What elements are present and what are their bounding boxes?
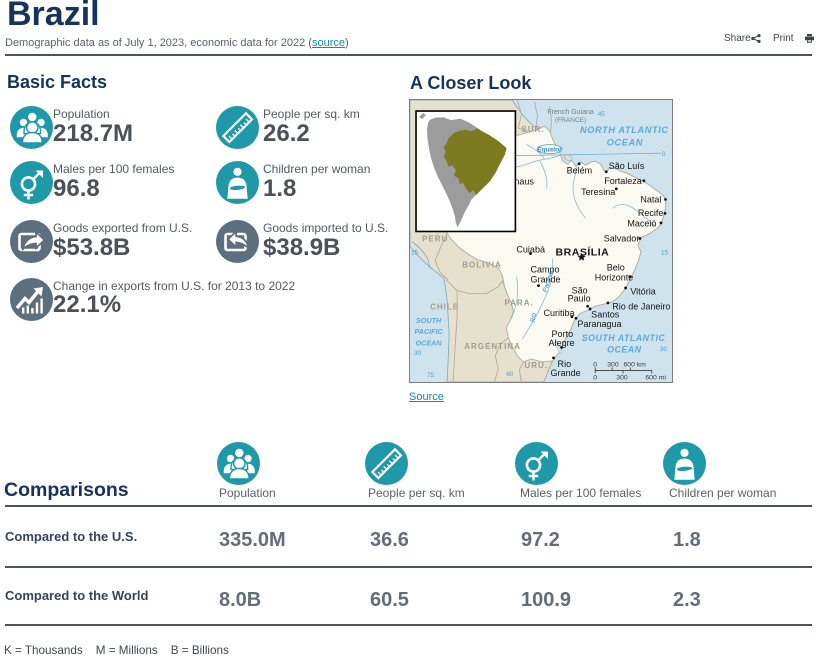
svg-text:ARGENTINA: ARGENTINA xyxy=(464,342,521,351)
svg-text:OCEAN: OCEAN xyxy=(416,338,443,347)
svg-text:SOUTH: SOUTH xyxy=(416,316,442,325)
svg-text:30: 30 xyxy=(414,350,422,357)
svg-text:Belém: Belém xyxy=(567,165,593,175)
svg-text:0: 0 xyxy=(662,151,666,158)
svg-text:Curitiba: Curitiba xyxy=(544,308,576,318)
svg-text:Horizonte: Horizonte xyxy=(595,273,634,283)
svg-text:Salvador: Salvador xyxy=(604,234,640,244)
svg-text:(FRANCE): (FRANCE) xyxy=(555,117,586,124)
svg-text:Maceió: Maceió xyxy=(627,218,656,228)
svg-text:Vitória: Vitória xyxy=(630,287,656,297)
svg-text:Equator: Equator xyxy=(537,147,562,154)
svg-text:French Guiana: French Guiana xyxy=(547,109,594,116)
svg-text:Grande: Grande xyxy=(530,275,560,285)
svg-text:OCEAN: OCEAN xyxy=(607,344,642,354)
svg-text:BOLIVIA: BOLIVIA xyxy=(462,261,502,270)
svg-text:PARA.: PARA. xyxy=(504,299,533,308)
svg-text:600 km: 600 km xyxy=(624,361,647,368)
svg-text:PACIFIC: PACIFIC xyxy=(414,327,443,336)
svg-text:0: 0 xyxy=(593,374,597,381)
svg-text:Rio: Rio xyxy=(530,312,539,323)
svg-text:BRASÍLIA: BRASÍLIA xyxy=(556,246,610,259)
svg-text:0: 0 xyxy=(593,361,597,368)
svg-text:OCEAN: OCEAN xyxy=(607,138,643,148)
svg-text:Teresina: Teresina xyxy=(581,187,616,197)
svg-text:45: 45 xyxy=(598,111,606,118)
svg-text:PERU: PERU xyxy=(422,235,448,244)
svg-text:60: 60 xyxy=(506,371,514,378)
svg-text:Paranagua: Paranagua xyxy=(577,319,622,329)
svg-text:30: 30 xyxy=(660,346,668,353)
svg-text:600 mi: 600 mi xyxy=(645,374,666,381)
svg-text:Alegre: Alegre xyxy=(549,338,575,348)
svg-text:15: 15 xyxy=(411,250,419,257)
svg-text:anaus: anaus xyxy=(509,176,534,186)
svg-text:URU.: URU. xyxy=(524,361,548,370)
svg-text:SUR.: SUR. xyxy=(521,125,544,134)
svg-text:Campo: Campo xyxy=(530,265,559,275)
svg-text:Grande: Grande xyxy=(551,368,581,378)
svg-text:Rio: Rio xyxy=(558,359,572,369)
svg-text:Porto: Porto xyxy=(552,329,574,339)
svg-text:Paulo: Paulo xyxy=(568,294,591,304)
svg-text:300: 300 xyxy=(616,374,628,381)
svg-text:300: 300 xyxy=(607,361,619,368)
svg-text:Recife: Recife xyxy=(638,208,664,218)
svg-text:São Luís: São Luís xyxy=(609,161,645,171)
svg-text:Natal: Natal xyxy=(640,194,661,204)
svg-text:Fortaleza: Fortaleza xyxy=(604,176,643,186)
svg-text:Cuiabá: Cuiabá xyxy=(516,245,546,255)
svg-text:SOUTH ATLANTIC: SOUTH ATLANTIC xyxy=(582,333,666,343)
svg-text:15: 15 xyxy=(661,250,669,257)
svg-text:São: São xyxy=(572,286,588,296)
svg-text:Santos: Santos xyxy=(591,309,620,319)
svg-text:75: 75 xyxy=(427,372,435,379)
svg-text:NORTH ATLANTIC: NORTH ATLANTIC xyxy=(580,125,669,135)
svg-text:Rio de Janeiro: Rio de Janeiro xyxy=(612,302,670,312)
svg-text:Belo: Belo xyxy=(607,263,625,273)
svg-text:CHILE: CHILE xyxy=(430,303,459,312)
